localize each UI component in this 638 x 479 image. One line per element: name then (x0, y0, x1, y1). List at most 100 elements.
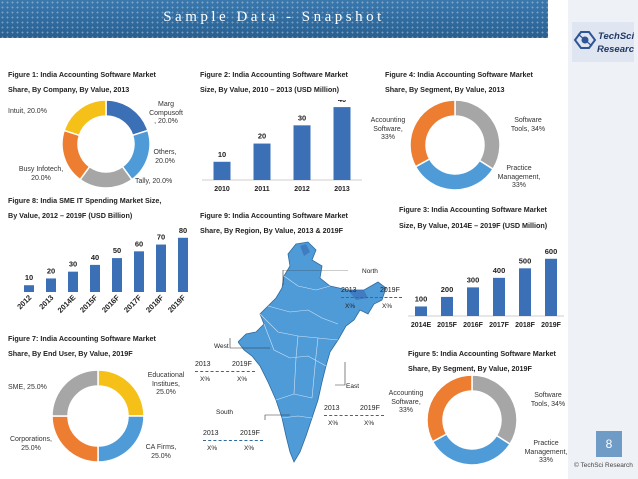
fig5-label-accounting: Accounting Software, 33% (388, 390, 424, 414)
fig2-category-label: 2012 (294, 186, 310, 193)
fig3-bar-2019f (545, 258, 557, 316)
east-value-2013: X% (328, 420, 339, 427)
west-value-2019f: X% (237, 376, 248, 383)
fig7-label-ca: CA Firms, 25.0% (145, 444, 177, 460)
copyright: © TechSci Research (574, 462, 633, 469)
fig8-category-label: 2017F (122, 293, 144, 315)
fig1-label-tally: Tally, 20.0% (135, 178, 173, 185)
fig3-category-label: 2014E (411, 322, 432, 329)
fig3-title-line2: Size, By Value, 2014E – 2019F (USD Milli… (399, 221, 548, 230)
fig8-value-label: 70 (157, 233, 165, 242)
fig8-category-label: 2018F (144, 293, 166, 315)
fig8-bar-2013 (46, 278, 56, 292)
fig3-category-label: 2016F (463, 322, 484, 329)
fig4-label-practice: Practice Management, 33% (497, 165, 541, 189)
fig8-value-label: 80 (179, 226, 187, 235)
fig8-bar-2019f (178, 237, 188, 292)
fig8-value-label: 50 (113, 246, 121, 255)
fig2-bar-2010 (213, 161, 231, 180)
fig8-chart: 10 2012 20 2013 30 2014E 40 2015F 50 2016F 60 2017F… (15, 226, 188, 315)
fig8-bar-2014e (68, 271, 78, 292)
fig2-value-label: 40 (338, 100, 346, 104)
fig7-slice-corporations (51, 415, 99, 463)
fig2-bar-2013 (333, 107, 351, 180)
east-value-2019f: X% (364, 420, 375, 427)
fig3-category-label: 2019F (541, 322, 562, 329)
sidebar (568, 0, 638, 479)
fig3-value-label: 200 (441, 285, 454, 294)
fig8-category-label: 2013 (37, 293, 55, 311)
fig3-value-label: 600 (545, 247, 558, 256)
fig2-title-line1: Figure 2: India Accounting Software Mark… (200, 70, 348, 79)
south-value-2019f: X% (244, 445, 255, 452)
fig1-slice-intuit (63, 99, 107, 137)
fig7-label-edu: Educational Institues, 25.0% (147, 372, 185, 396)
region-south-name: South (216, 409, 233, 416)
fig8-bar-2018f (156, 244, 166, 292)
fig4-label-software-tools: Software Tools, 34% (510, 117, 546, 133)
fig1-title-line1: Figure 1: India Accounting Software Mark… (8, 70, 156, 79)
fig8-value-label: 10 (25, 273, 33, 282)
fig8-value-label: 20 (47, 266, 55, 275)
fig7-label-corp: Corporations, 25.0% (9, 436, 53, 452)
fig3-category-label: 2015F (437, 322, 458, 329)
page-number: 8 (596, 431, 622, 457)
fig8-category-label: 2015F (78, 293, 100, 315)
north-value-2013: X% (345, 303, 356, 310)
fig5-slice-practice-management (431, 432, 512, 466)
west-divider (195, 371, 255, 372)
fig3-value-label: 500 (519, 256, 532, 265)
fig8-bar-2012 (24, 285, 34, 292)
fig1-label-busy: Busy Infotech, 20.0% (18, 166, 64, 182)
fig2-bar-2012 (293, 125, 311, 180)
region-north-name: North (362, 268, 378, 275)
north-year-2019f: 2019F (380, 287, 400, 294)
region-east-name: East (346, 383, 360, 390)
fig3-bar-2017f (493, 277, 505, 316)
fig4-slice-accounting-software (409, 99, 456, 168)
west-year-2013: 2013 (195, 361, 211, 368)
fig8-value-label: 30 (69, 260, 77, 269)
region-west-name: West (214, 343, 229, 350)
fig3-bar-2016f (467, 287, 479, 316)
fig4-title-line2: Share, By Segment, By Value, 2013 (385, 85, 505, 94)
fig4-label-accounting: Accounting Software, 33% (370, 117, 406, 141)
fig8-value-label: 40 (91, 253, 99, 262)
fig7-title-line1: Figure 7: India Accounting Software Mark… (8, 334, 156, 343)
fig9-title-line2: Share, By Region, By Value, 2013 & 2019F (200, 226, 344, 235)
logo-line1: TechSci (598, 31, 634, 42)
fig7-slice-ca-firms (97, 415, 145, 463)
fig5-slice-software-tools (471, 374, 518, 446)
fig7-slice-educational-institues (97, 369, 145, 417)
header-texture (0, 0, 548, 38)
page-title: Sample Data - Snapshot (163, 9, 385, 25)
logo-line2: Research (597, 44, 634, 55)
fig4-title-line1: Figure 4: India Accounting Software Mark… (385, 70, 533, 79)
fig5-label-practice: Practice Management, 33% (524, 440, 568, 464)
fig8-bar-2016f (112, 258, 122, 292)
fig3-bar-2018f (519, 268, 531, 316)
north-year-2013: 2013 (341, 287, 357, 294)
company-logo: TechSci Research (572, 22, 638, 62)
fig1-donut (61, 99, 151, 189)
south-value-2013: X% (207, 445, 218, 452)
fig3-category-label: 2018F (515, 322, 536, 329)
fig8-bar-2015f (90, 264, 100, 292)
fig1-label-marg: Marg Compusoft , 20.0% (149, 101, 183, 125)
fig2-bar-2011 (253, 143, 271, 180)
header-bar (0, 0, 548, 38)
south-year-2019f: 2019F (240, 430, 260, 437)
fig5-title-line1: Figure 5: India Accounting Software Mark… (408, 349, 556, 358)
fig7-label-sme: SME, 25.0% (8, 384, 47, 391)
south-divider (203, 440, 263, 441)
fig5-slice-accounting-software (426, 374, 473, 443)
fig3-bar-2014e (415, 306, 427, 316)
fig7-donut (51, 369, 145, 463)
fig2-category-label: 2013 (334, 186, 350, 193)
east-divider (324, 415, 384, 416)
map-callout-lines (229, 270, 348, 420)
fig8-title-line1: Figure 8: India SME IT Spending Market S… (8, 196, 162, 205)
fig3-chart: 100 2014E 200 2015F 300 2016F 400 2017F 500 2018F… (408, 247, 564, 329)
fig9-title-line1: Figure 9: India Accounting Software Mark… (200, 211, 348, 220)
fig2-value-label: 30 (298, 113, 306, 122)
